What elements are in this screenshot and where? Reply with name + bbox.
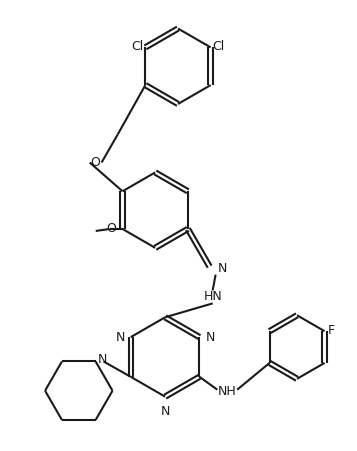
Text: Cl: Cl <box>213 40 225 53</box>
Text: O: O <box>91 156 101 169</box>
Text: F: F <box>327 324 335 337</box>
Text: N: N <box>97 353 107 366</box>
Text: N: N <box>160 405 170 418</box>
Text: N: N <box>115 331 125 344</box>
Text: HN: HN <box>203 290 222 303</box>
Text: N: N <box>218 262 227 275</box>
Text: O: O <box>107 222 117 235</box>
Text: NH: NH <box>218 385 237 398</box>
Text: N: N <box>205 331 215 344</box>
Text: Cl: Cl <box>131 40 144 53</box>
